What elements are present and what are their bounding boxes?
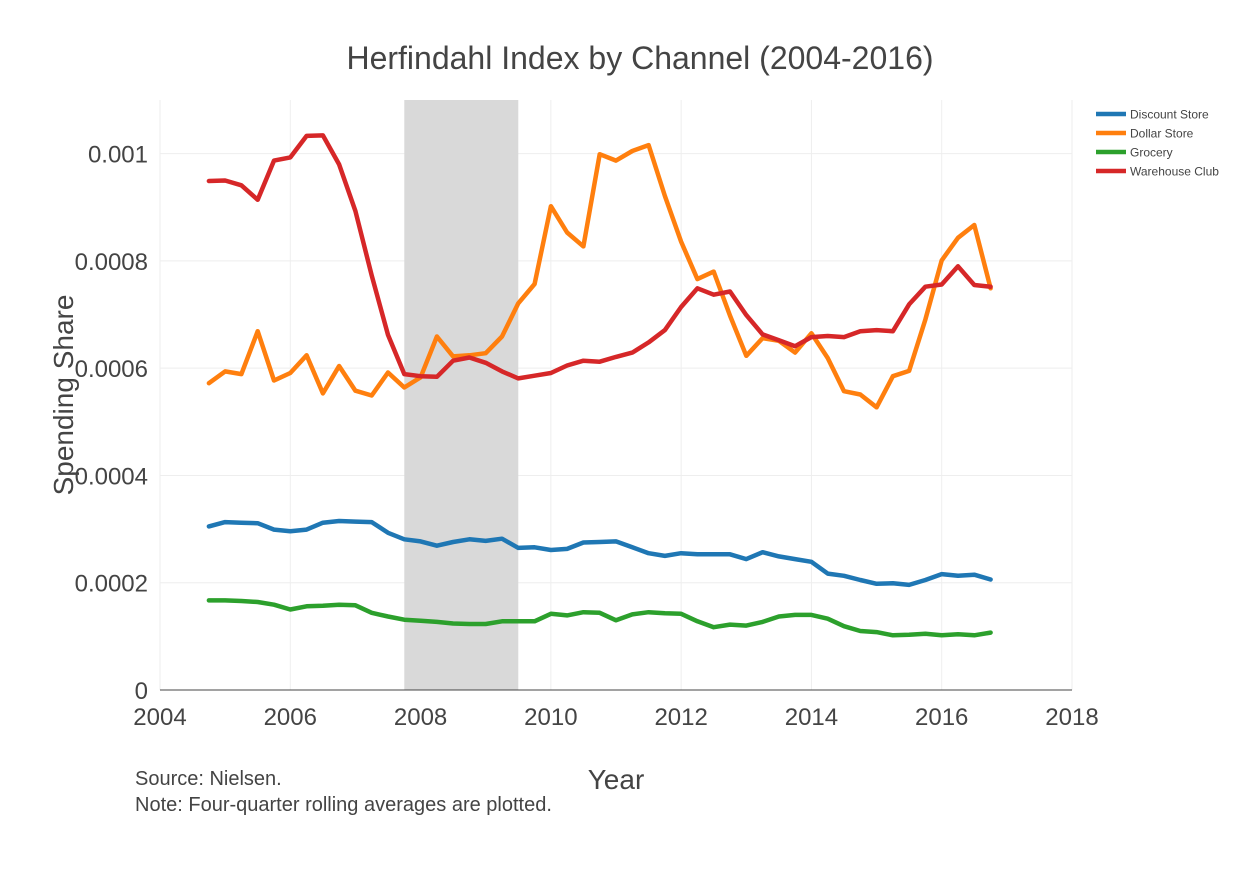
x-axis-title: Year (588, 764, 645, 795)
legend-item[interactable]: Dollar Store (1096, 127, 1194, 141)
x-ticks: 2004 2006 2008 2010 2012 2014 2016 2018 (133, 704, 1098, 731)
x-tick-label: 2012 (654, 704, 707, 731)
rolling-average-note: Note: Four-quarter rolling averages are … (135, 794, 552, 816)
y-tick-label: 0.0002 (75, 571, 148, 598)
y-tick-label: 0.001 (88, 142, 148, 169)
y-tick-label: 0 (135, 678, 148, 705)
series-line-dollar-store (206, 142, 993, 410)
y-tick-label: 0.0004 (75, 463, 148, 490)
legend-label: Discount Store (1130, 108, 1209, 122)
x-tick-label: 2014 (785, 704, 838, 731)
x-tick-label: 2006 (264, 704, 317, 731)
source-note: Source: Nielsen. (135, 768, 282, 790)
x-tick-label: 2018 (1045, 704, 1098, 731)
grid (159, 100, 1073, 690)
series-line-warehouse-club (206, 133, 993, 381)
legend-label: Dollar Store (1130, 127, 1194, 141)
x-tick-label: 2004 (133, 704, 186, 731)
x-tick-label: 2010 (524, 704, 577, 731)
x-tick-label: 2008 (394, 704, 447, 731)
legend: Discount Store Dollar Store Grocery Warehou… (1096, 108, 1219, 179)
legend-label: Grocery (1130, 146, 1173, 160)
y-ticks: 0 0.0002 0.0004 0.0006 0.0008 0.001 (75, 142, 148, 705)
series-line-discount-store (206, 518, 993, 588)
legend-item[interactable]: Discount Store (1096, 108, 1209, 122)
recession-band (404, 100, 519, 690)
y-tick-label: 0.0006 (75, 356, 148, 383)
x-tick-label: 2016 (915, 704, 968, 731)
series-lines (206, 133, 993, 638)
series-line-grocery (206, 598, 993, 638)
legend-label: Warehouse Club (1130, 165, 1219, 179)
legend-item[interactable]: Warehouse Club (1096, 165, 1219, 179)
y-tick-label: 0.0008 (75, 249, 148, 276)
chart-title: Herfindahl Index by Channel (2004-2016) (346, 40, 933, 76)
y-axis-title: Spending Share (48, 295, 79, 496)
legend-item[interactable]: Grocery (1096, 146, 1173, 160)
